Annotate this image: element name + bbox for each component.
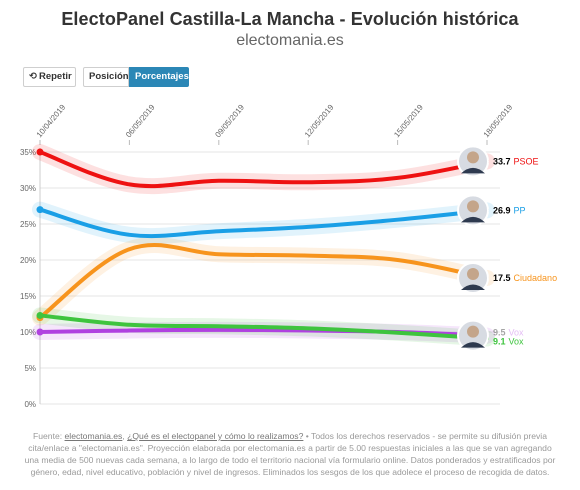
avatar-body xyxy=(461,216,485,223)
position-label: Posición xyxy=(89,71,129,82)
series-start-point-1 xyxy=(36,206,44,214)
end-value: 17.5 xyxy=(493,273,511,283)
percent-toggle-button[interactable]: Porcentajes xyxy=(129,67,189,87)
party-leader-avatar xyxy=(457,319,489,352)
x-tick-label: 12/05/2019 xyxy=(303,102,336,139)
avatar-body xyxy=(461,342,485,348)
footer-source-link[interactable]: electomania.es xyxy=(64,431,123,441)
series-end-label-3: 9.5 Vox xyxy=(493,328,524,338)
percent-label: Porcentajes xyxy=(135,71,189,82)
series-end-label-1: 26.9 PP xyxy=(493,205,526,215)
series-line-4 xyxy=(38,313,489,341)
end-name: Vox xyxy=(509,336,525,346)
series-start-point-0 xyxy=(36,148,44,156)
series-end-label-4: 9.1 Vox xyxy=(493,336,524,346)
footer-note: Fuente: electomania.es, ¿Qué es el elect… xyxy=(24,431,556,477)
y-tick-label: 30% xyxy=(20,184,36,193)
x-tick-label: 10/04/2019 xyxy=(35,102,68,139)
y-tick-label: 0% xyxy=(24,400,36,409)
footer-prefix: Fuente: xyxy=(32,431,63,441)
y-tick-label: 5% xyxy=(24,364,36,373)
avatar-head xyxy=(467,200,479,213)
replay-icon: ⟲ xyxy=(29,71,37,82)
end-value: 26.9 xyxy=(493,205,511,215)
series-line-0 xyxy=(38,150,489,189)
avatar-head xyxy=(467,151,479,164)
y-tick-label: 35% xyxy=(20,148,36,157)
y-tick-label: 15% xyxy=(20,292,36,301)
position-toggle-button[interactable]: Posición xyxy=(83,67,129,87)
x-tick-label: 15/05/2019 xyxy=(392,102,425,139)
replay-label: Repetir xyxy=(38,71,72,82)
y-tick-label: 10% xyxy=(20,328,36,337)
party-leader-avatar xyxy=(457,262,489,294)
end-value: 9.1 xyxy=(493,336,506,346)
end-name: Ciudadano xyxy=(514,273,558,283)
end-value: 33.7 xyxy=(493,156,511,166)
end-name: PP xyxy=(514,205,526,215)
footer-text: • Todos los derechos reservados - se per… xyxy=(24,431,556,477)
avatar-head xyxy=(467,268,479,280)
x-tick-label: 18/05/2019 xyxy=(482,102,515,139)
end-name: Vox xyxy=(509,328,525,338)
avatar-body xyxy=(461,284,485,290)
series-end-label-2: 17.5 Ciudadano xyxy=(493,273,557,283)
page-subtitle: electomania.es xyxy=(236,32,344,49)
avatar-head xyxy=(467,325,479,338)
series-end-label-0: 33.7 PSOE xyxy=(493,156,539,166)
x-tick-label: 09/05/2019 xyxy=(213,102,246,139)
avatar-body xyxy=(461,167,485,174)
replay-button[interactable]: ⟲ Repetir xyxy=(23,67,76,87)
series-line-1 xyxy=(38,207,489,239)
line-chart: 0% 5% 10% 15% 20% 25% 30% 35% 10/04/2019 06/05/20… xyxy=(20,102,557,409)
end-value: 9.5 xyxy=(493,328,506,338)
series-start-point-3 xyxy=(36,328,44,336)
y-tick-label: 20% xyxy=(20,256,36,265)
y-tick-label: 25% xyxy=(20,220,36,229)
end-name: PSOE xyxy=(514,156,539,166)
party-leader-avatar xyxy=(457,145,489,178)
footer-faq-link[interactable]: ¿Qué es el electopanel y cómo lo realiza… xyxy=(127,431,304,441)
x-tick-label: 06/05/2019 xyxy=(124,102,157,139)
series-start-point-4 xyxy=(36,311,44,319)
page-title: ElectoPanel Castilla-La Mancha - Evoluci… xyxy=(61,9,519,29)
party-leader-avatar xyxy=(457,194,489,227)
series-line-2 xyxy=(38,243,489,320)
